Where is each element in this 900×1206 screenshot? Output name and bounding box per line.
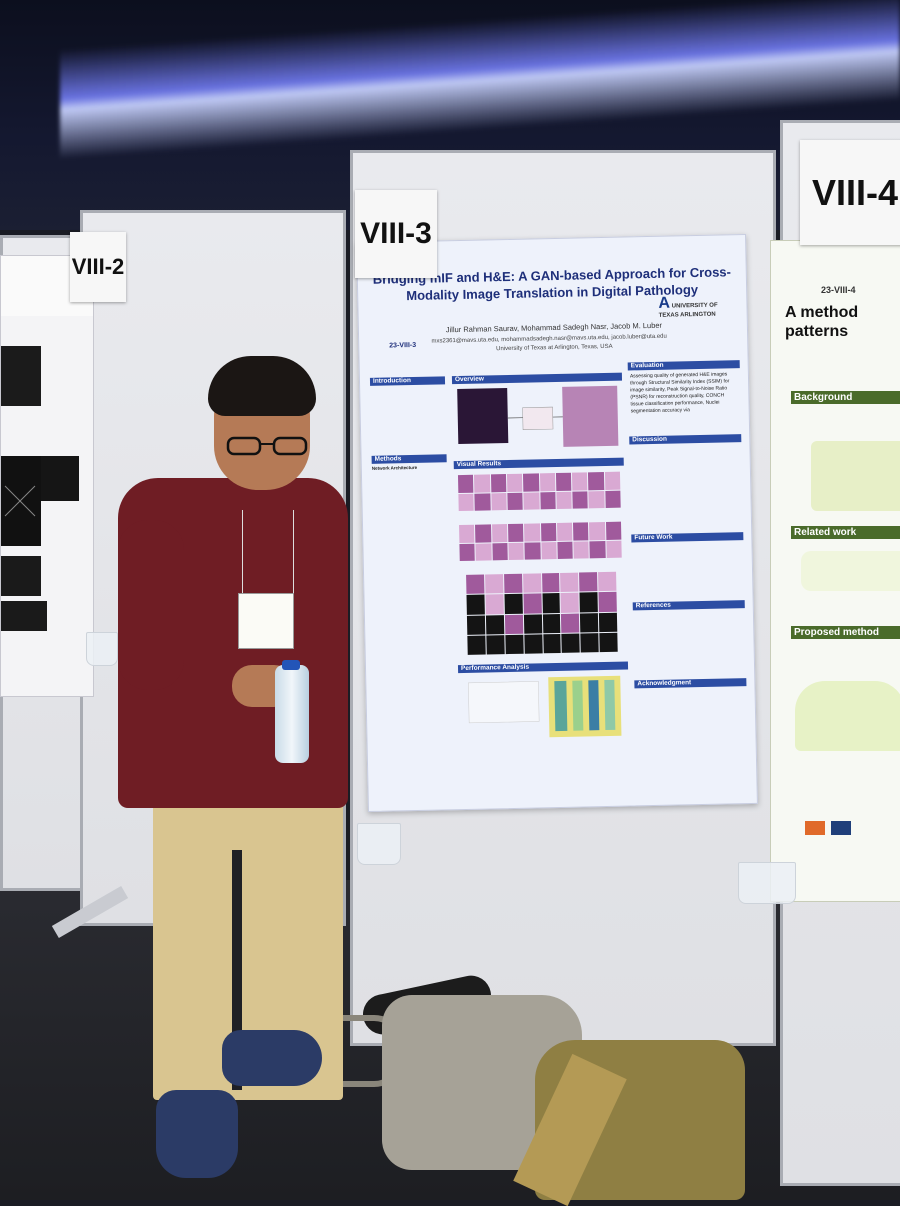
overview-figure: [452, 381, 624, 460]
poster-column-3: Evaluation Assessing quality of generate…: [628, 360, 747, 688]
right-section-related-work: Related work: [791, 526, 900, 539]
evaluation-text: Assessing quality of generated H&E image…: [630, 371, 739, 415]
bottle-cap: [282, 660, 300, 670]
poster-column-1: Introduction Methods Network Architectur…: [370, 376, 447, 472]
right-section-proposed-method: Proposed method: [791, 626, 900, 639]
glasses-icon: [226, 435, 310, 457]
lanyard: [242, 510, 294, 598]
ut-a-icon: A: [658, 295, 670, 312]
booth-label-viii-4: VIII-4: [800, 140, 900, 245]
university-logo: A UNIVERSITY OF TEXAS ARLINGTON: [658, 293, 728, 316]
visual-results-grid-2: [459, 522, 622, 561]
right-poster-code: 23-VIII-4: [821, 285, 856, 295]
visual-results-grid-1: [458, 472, 621, 511]
network-architecture-heading: Network Architecture: [372, 464, 447, 472]
section-evaluation: Evaluation: [628, 360, 740, 370]
ligand-figure: [811, 441, 900, 511]
performance-heatmap: [458, 670, 629, 744]
color-swatch-blue: [831, 821, 851, 835]
name-badge: [238, 593, 294, 649]
poster-left-graphics: [1, 256, 93, 696]
booth-label-viii-3: VIII-3: [355, 190, 437, 278]
pushpin-cup: [357, 823, 401, 865]
section-methods: Methods: [372, 454, 447, 464]
poster-authors: Jillur Rahman Saurav, Mohammad Sadegh Na…: [419, 320, 689, 335]
poster-column-2: Overview Visual Results Performan: [452, 373, 630, 745]
pushpin-cup: [86, 632, 118, 666]
poster-right: 23-VIII-4 A method patterns Background R…: [770, 240, 900, 902]
related-work-figure: [801, 551, 900, 591]
left-arm: [118, 520, 184, 690]
water-bottle: [275, 665, 309, 763]
pushpin-cup: [738, 862, 796, 904]
research-poster: Bridging mIF and H&E: A GAN-based Approa…: [356, 234, 758, 812]
section-visual-results: Visual Results: [454, 458, 624, 470]
section-acknowledgment: Acknowledgment: [634, 678, 746, 688]
right-shoe: [222, 1030, 322, 1086]
hair: [208, 356, 316, 416]
right-section-background: Background: [791, 391, 900, 404]
visual-results-grid-3: [466, 572, 618, 655]
transport-figure: [795, 681, 900, 751]
right-poster-title: A method patterns: [785, 303, 900, 341]
color-swatch-orange: [805, 821, 825, 835]
booth-label-viii-2: VIII-2: [70, 232, 126, 302]
poster-left: [0, 255, 94, 697]
left-shoe: [156, 1090, 238, 1178]
